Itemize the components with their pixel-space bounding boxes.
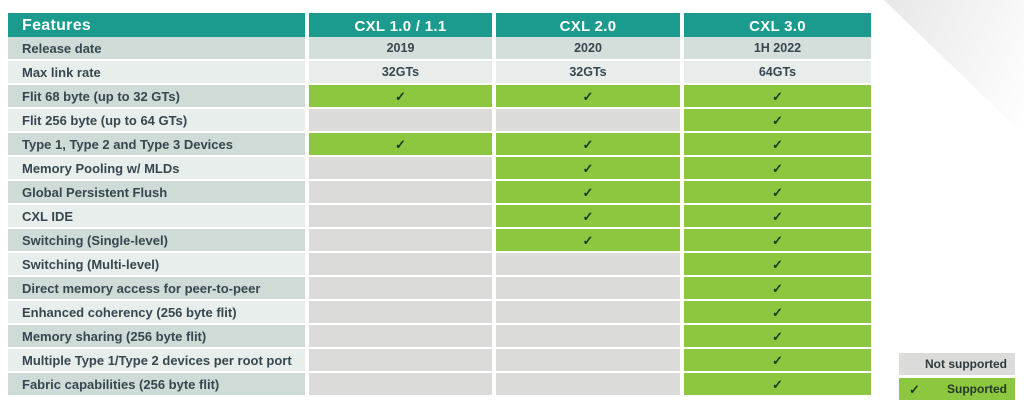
feature-label: CXL IDE [8, 205, 305, 227]
not-supported-cell [309, 109, 492, 131]
supported-cell: ✓ [496, 85, 680, 107]
legend-not-supported: Not supported [899, 353, 1015, 375]
feature-label: Enhanced coherency (256 byte flit) [8, 301, 305, 323]
supported-cell: ✓ [684, 349, 871, 371]
not-supported-cell [309, 181, 492, 203]
supported-cell: ✓ [684, 277, 871, 299]
not-supported-cell [496, 277, 680, 299]
features-header: Features [8, 13, 305, 39]
supported-cell: ✓ [684, 325, 871, 347]
legend-supported-label: Supported [947, 382, 1007, 396]
supported-cell: ✓ [684, 205, 871, 227]
check-icon: ✓ [395, 88, 406, 104]
feature-label: Memory Pooling w/ MLDs [8, 157, 305, 179]
check-icon: ✓ [772, 208, 783, 224]
not-supported-cell [309, 205, 492, 227]
not-supported-cell [496, 301, 680, 323]
not-supported-cell [309, 229, 492, 251]
check-icon: ✓ [772, 376, 783, 392]
not-supported-cell [309, 157, 492, 179]
value-cell: 1H 2022 [684, 37, 871, 59]
legend-not-supported-label: Not supported [925, 357, 1007, 371]
feature-label: Memory sharing (256 byte flit) [8, 325, 305, 347]
supported-cell: ✓ [496, 133, 680, 155]
supported-cell: ✓ [496, 229, 680, 251]
supported-cell: ✓ [684, 157, 871, 179]
supported-cell: ✓ [496, 205, 680, 227]
supported-cell: ✓ [496, 181, 680, 203]
legend: Not supported ✓ Supported [899, 353, 1015, 400]
supported-cell: ✓ [684, 85, 871, 107]
check-icon: ✓ [582, 232, 594, 248]
supported-cell: ✓ [684, 181, 871, 203]
feature-label: Direct memory access for peer-to-peer [8, 277, 305, 299]
supported-cell: ✓ [684, 373, 871, 395]
check-icon: ✓ [772, 88, 783, 104]
not-supported-cell [309, 349, 492, 371]
supported-cell: ✓ [496, 157, 680, 179]
check-icon: ✓ [772, 136, 783, 152]
column-header-cxl-1: CXL 1.0 / 1.1 [309, 13, 492, 39]
value-cell: 32GTs [496, 61, 680, 83]
supported-cell: ✓ [684, 133, 871, 155]
check-icon: ✓ [582, 184, 594, 200]
not-supported-cell [309, 277, 492, 299]
value-cell: 32GTs [309, 61, 492, 83]
supported-cell: ✓ [684, 229, 871, 251]
value-cell: 2020 [496, 37, 680, 59]
feature-label: Max link rate [8, 61, 305, 83]
supported-cell: ✓ [309, 133, 492, 155]
background-diagonal-wedge [884, 0, 1024, 135]
supported-cell: ✓ [684, 253, 871, 275]
feature-label: Fabric capabilities (256 byte flit) [8, 373, 305, 395]
check-icon: ✓ [582, 136, 594, 152]
not-supported-cell [496, 325, 680, 347]
not-supported-cell [309, 373, 492, 395]
not-supported-cell [496, 253, 680, 275]
feature-label: Switching (Single-level) [8, 229, 305, 251]
column-header-cxl-2: CXL 2.0 [496, 13, 680, 39]
check-icon: ✓ [772, 232, 783, 248]
feature-label: Flit 68 byte (up to 32 GTs) [8, 85, 305, 107]
check-icon: ✓ [395, 136, 406, 152]
value-cell: 2019 [309, 37, 492, 59]
not-supported-cell [496, 373, 680, 395]
check-icon: ✓ [909, 381, 920, 397]
check-icon: ✓ [772, 112, 783, 128]
feature-label: Switching (Multi-level) [8, 253, 305, 275]
check-icon: ✓ [772, 304, 783, 320]
feature-label: Release date [8, 37, 305, 59]
supported-cell: ✓ [309, 85, 492, 107]
check-icon: ✓ [772, 256, 783, 272]
check-icon: ✓ [582, 160, 594, 176]
check-icon: ✓ [772, 280, 783, 296]
not-supported-cell [309, 325, 492, 347]
value-cell: 64GTs [684, 61, 871, 83]
check-icon: ✓ [582, 88, 594, 104]
not-supported-cell [309, 253, 492, 275]
check-icon: ✓ [772, 160, 783, 176]
legend-supported: ✓ Supported [899, 378, 1015, 400]
feature-label: Type 1, Type 2 and Type 3 Devices [8, 133, 305, 155]
not-supported-cell [496, 349, 680, 371]
not-supported-cell [496, 109, 680, 131]
column-header-cxl-3: CXL 3.0 [684, 13, 871, 39]
feature-label: Multiple Type 1/Type 2 devices per root … [8, 349, 305, 371]
cxl-comparison-table: Features CXL 1.0 / 1.1 CXL 2.0 CXL 3.0 R… [8, 13, 871, 395]
feature-label: Flit 256 byte (up to 64 GTs) [8, 109, 305, 131]
feature-label: Global Persistent Flush [8, 181, 305, 203]
supported-cell: ✓ [684, 109, 871, 131]
check-icon: ✓ [772, 352, 783, 368]
check-icon: ✓ [772, 328, 783, 344]
check-icon: ✓ [772, 184, 783, 200]
supported-cell: ✓ [684, 301, 871, 323]
not-supported-cell [309, 301, 492, 323]
check-icon: ✓ [582, 208, 594, 224]
